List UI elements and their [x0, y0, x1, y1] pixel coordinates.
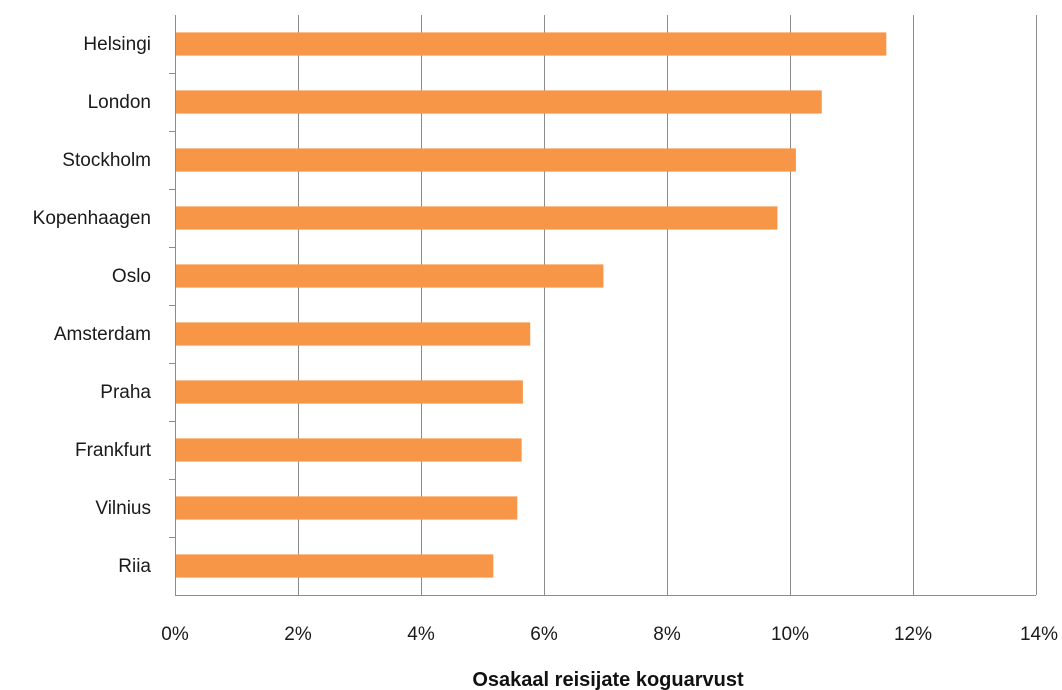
bars: [176, 32, 887, 578]
category-labels: Helsingi London Stockholm Kopenhaagen Oslo Am…: [33, 34, 152, 577]
category-label: Helsingi: [83, 34, 151, 55]
bar-vilnius: [176, 496, 518, 520]
bar-oslo: [176, 264, 604, 288]
bar-frankfurt: [176, 438, 522, 462]
category-label: Kopenhaagen: [33, 208, 151, 229]
axes: [169, 15, 1036, 596]
x-tick-labels: 0% 2% 4% 6% 8% 10% 12% 14%: [161, 624, 1058, 645]
x-tick-label: 12%: [894, 624, 932, 645]
category-label: Frankfurt: [75, 440, 152, 461]
category-label: Vilnius: [95, 498, 151, 519]
x-tick-label: 14%: [1020, 624, 1058, 645]
category-label: Stockholm: [62, 150, 151, 171]
bar-amsterdam: [176, 322, 531, 346]
bar-london: [176, 90, 822, 114]
x-tick-label: 6%: [530, 624, 558, 645]
category-label: London: [88, 92, 151, 113]
x-tick-label: 8%: [653, 624, 681, 645]
category-label: Amsterdam: [54, 324, 151, 345]
bar-kopenhaagen: [176, 206, 778, 230]
x-tick-label: 4%: [407, 624, 435, 645]
category-label: Oslo: [112, 266, 151, 287]
category-label: Riia: [118, 556, 151, 577]
x-axis-title: Osakaal reisijate koguarvust: [472, 669, 744, 690]
x-tick-label: 0%: [161, 624, 189, 645]
bar-riia: [176, 554, 494, 578]
bar-praha: [176, 380, 523, 404]
x-tick-label: 10%: [771, 624, 809, 645]
category-label: Praha: [100, 382, 151, 403]
bar-stockholm: [176, 148, 796, 172]
x-tick-label: 2%: [284, 624, 312, 645]
bar-helsingi: [176, 32, 887, 56]
